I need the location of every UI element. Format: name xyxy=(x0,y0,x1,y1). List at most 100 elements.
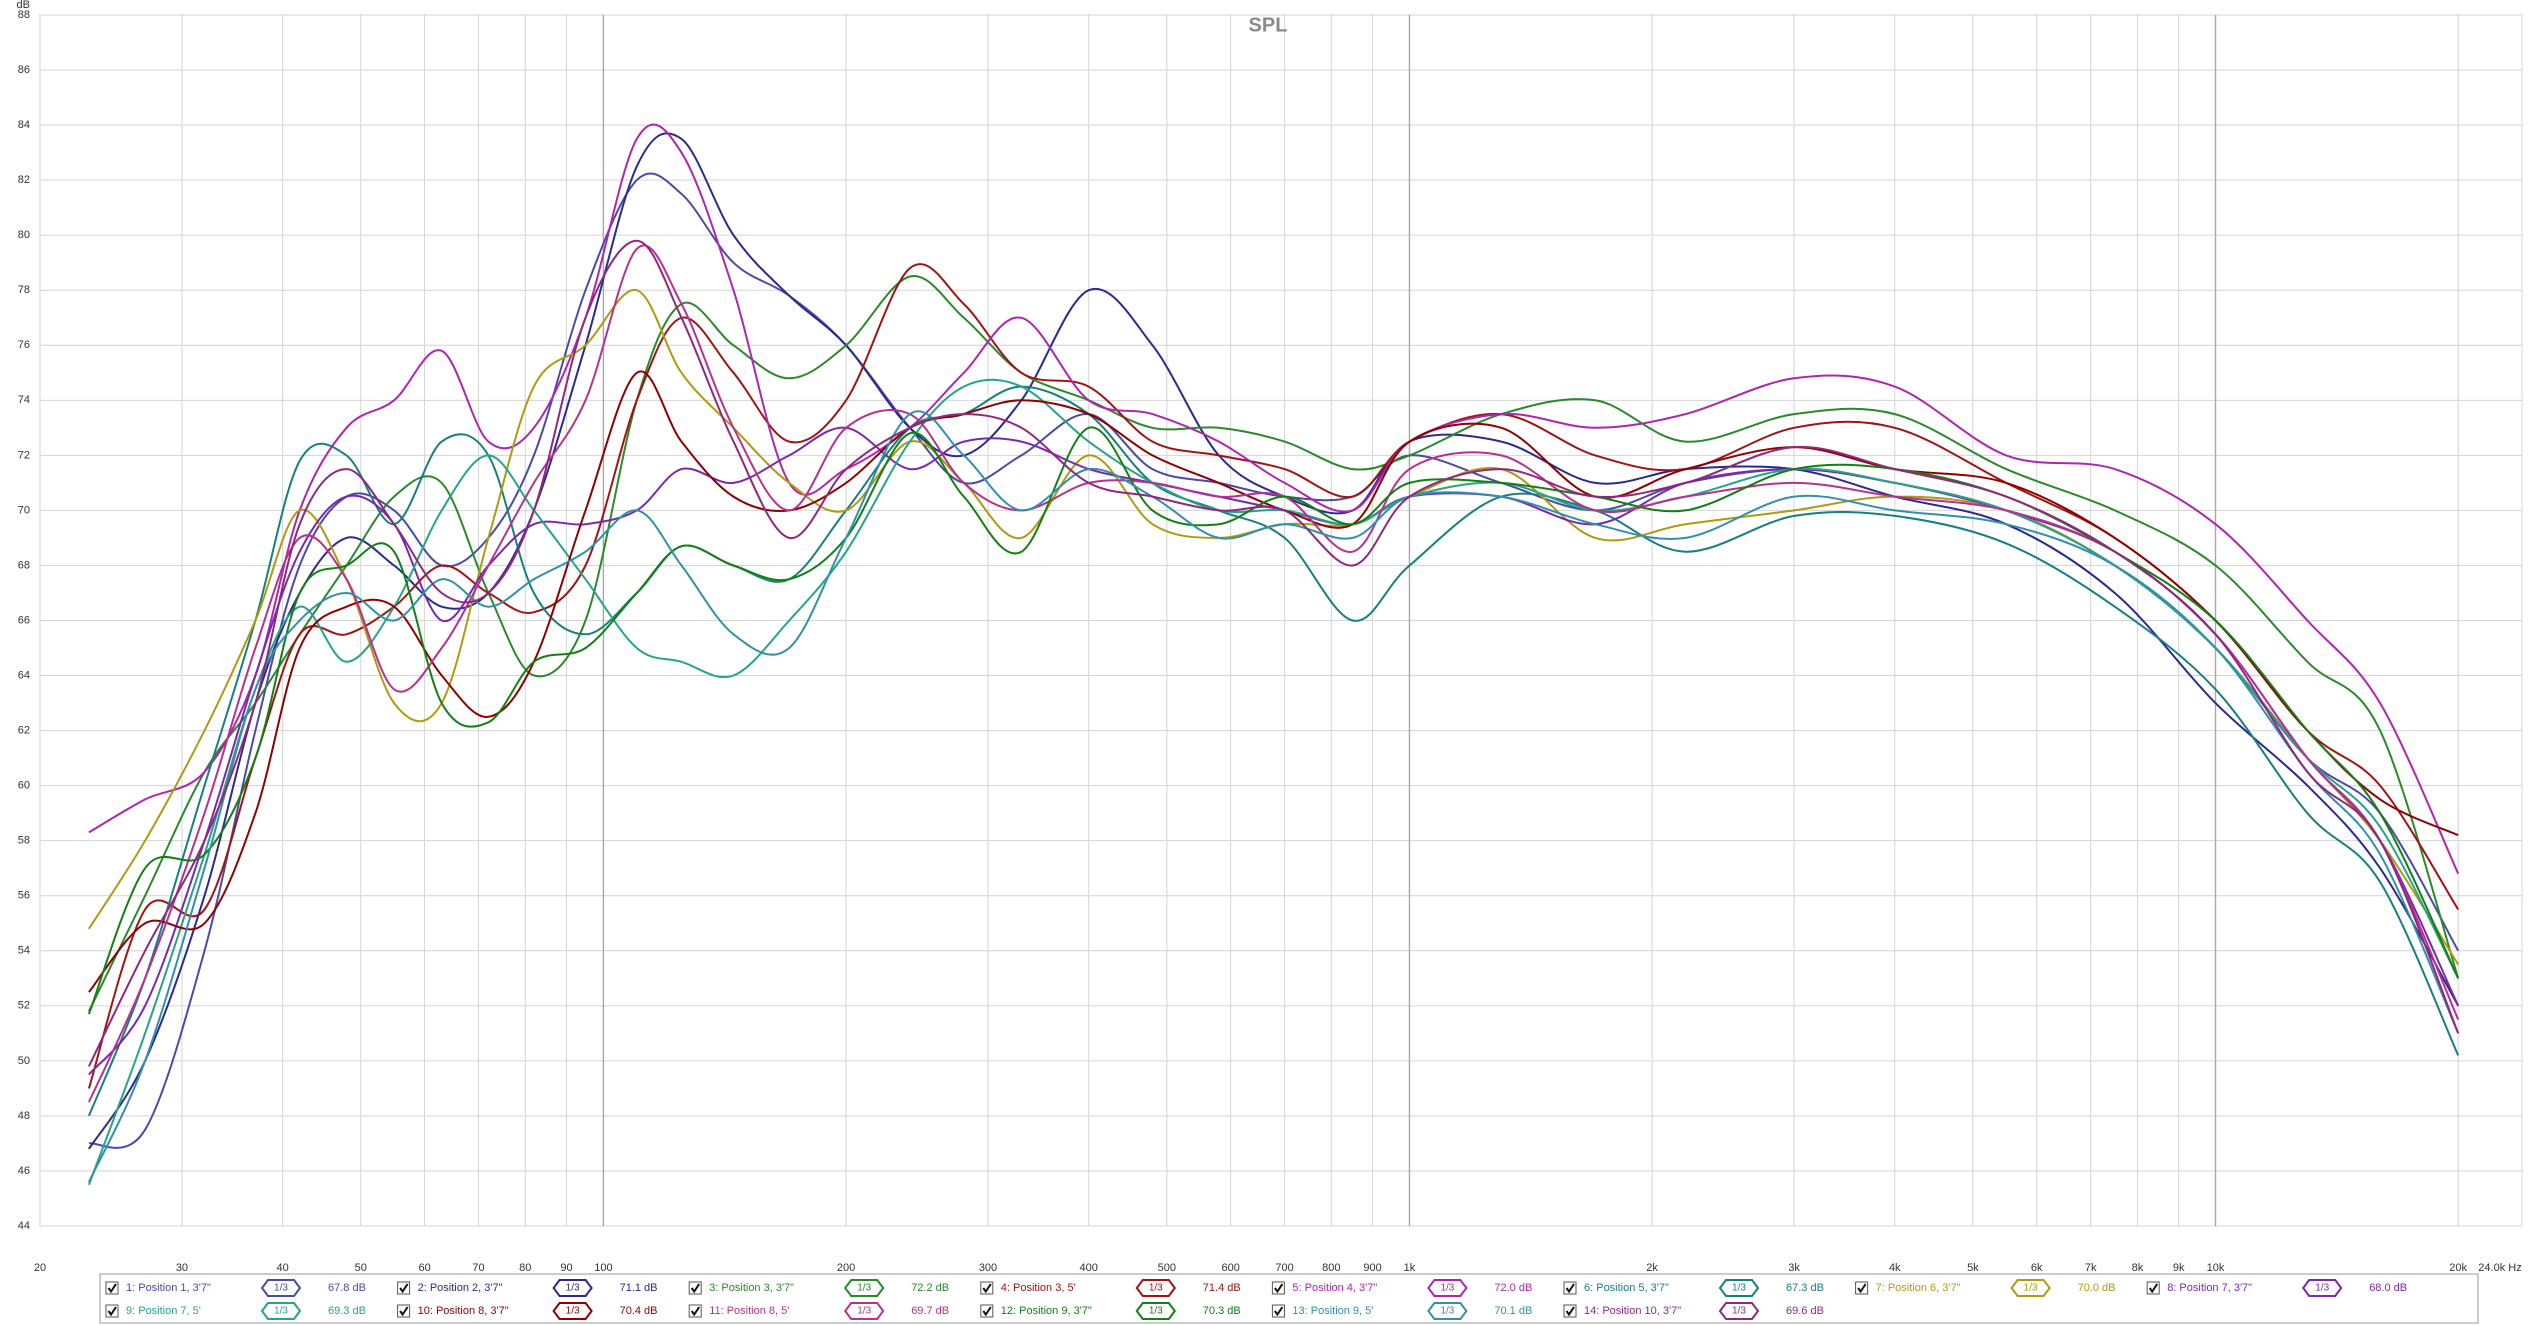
series-line xyxy=(88,123,2460,875)
smoothing-label[interactable]: 1/3 xyxy=(2024,1283,2038,1294)
smoothing-label[interactable]: 1/3 xyxy=(857,1283,871,1294)
smoothing-label[interactable]: 1/3 xyxy=(1440,1306,1454,1317)
checkbox-box[interactable] xyxy=(688,1281,702,1295)
legend-checkbox[interactable] xyxy=(1855,1281,1869,1295)
checkbox-box[interactable] xyxy=(397,1304,411,1318)
checkbox-box[interactable] xyxy=(397,1281,411,1295)
legend-checkbox[interactable] xyxy=(980,1281,994,1295)
checkbox-check[interactable] xyxy=(399,1306,409,1317)
y-tick-label: 76 xyxy=(18,339,30,351)
x-tick-label: 70 xyxy=(472,1262,484,1274)
legend-checkbox[interactable] xyxy=(1563,1281,1577,1295)
checkbox-check[interactable] xyxy=(1565,1283,1575,1294)
y-tick-label: 74 xyxy=(18,394,30,406)
x-tick-label: 20k xyxy=(2449,1262,2467,1274)
y-tick-label: 44 xyxy=(18,1220,30,1232)
checkbox-check[interactable] xyxy=(982,1306,992,1317)
smoothing-icon[interactable] xyxy=(1718,1279,1760,1297)
smoothing-label[interactable]: 1/3 xyxy=(1440,1283,1454,1294)
checkbox-box[interactable] xyxy=(980,1281,994,1295)
smoothing-icon[interactable] xyxy=(1427,1279,1468,1297)
checkbox-check[interactable] xyxy=(1857,1283,1867,1294)
legend-checkbox[interactable] xyxy=(1271,1281,1285,1295)
x-tick-label: 10k xyxy=(2207,1262,2225,1274)
checkbox-box[interactable] xyxy=(1271,1281,1285,1295)
legend-checkbox[interactable] xyxy=(397,1304,411,1318)
smoothing-icon[interactable] xyxy=(260,1302,302,1320)
checkbox-box[interactable] xyxy=(1563,1304,1577,1318)
smoothing-icon[interactable] xyxy=(552,1279,593,1297)
x-tick-label: 6k xyxy=(2031,1262,2043,1274)
legend-checkbox[interactable] xyxy=(688,1281,702,1295)
checkbox-check[interactable] xyxy=(690,1306,701,1317)
x-tick-label: 50 xyxy=(355,1262,367,1274)
checkbox-box[interactable] xyxy=(2146,1281,2160,1295)
smoothing-icon[interactable] xyxy=(552,1302,593,1320)
smoothing-icon[interactable] xyxy=(260,1279,302,1297)
checkbox-box[interactable] xyxy=(1855,1281,1869,1295)
checkbox-check[interactable] xyxy=(1565,1306,1575,1317)
smoothing-icon[interactable] xyxy=(1135,1302,1177,1320)
legend-checkbox[interactable] xyxy=(2146,1281,2160,1295)
smoothing-label[interactable]: 1/3 xyxy=(2315,1283,2329,1294)
x-tick-label: 8k xyxy=(2132,1262,2144,1274)
checkbox-box[interactable] xyxy=(105,1281,119,1295)
legend-checkbox[interactable] xyxy=(688,1304,702,1318)
legend-checkbox[interactable] xyxy=(1271,1304,1285,1318)
legend-level: 68.0 dB xyxy=(2369,1282,2407,1294)
series-line xyxy=(88,289,2460,966)
y-tick-label: 84 xyxy=(18,119,30,131)
checkbox-box[interactable] xyxy=(688,1304,702,1318)
smoothing-icon[interactable] xyxy=(843,1279,885,1297)
series-line xyxy=(88,132,2460,1150)
x-tick-label: 1k xyxy=(1404,1262,1416,1274)
legend-label: 1: Position 1, 3'7" xyxy=(126,1282,211,1294)
smoothing-icon[interactable] xyxy=(1135,1279,1177,1297)
smoothing-label[interactable]: 1/3 xyxy=(1149,1306,1163,1317)
chart-title: SPL xyxy=(1249,14,1288,36)
x-tick-label: 300 xyxy=(979,1262,997,1274)
smoothing-label[interactable]: 1/3 xyxy=(1149,1283,1163,1294)
smoothing-icon[interactable] xyxy=(2301,1279,2343,1297)
x-tick-label: 24.0k Hz xyxy=(2478,1262,2521,1274)
checkbox-check[interactable] xyxy=(107,1306,117,1317)
legend-checkbox[interactable] xyxy=(980,1304,994,1318)
series-line xyxy=(87,410,2460,1183)
checkbox-check[interactable] xyxy=(1274,1306,1284,1317)
checkbox-check[interactable] xyxy=(107,1283,117,1294)
smoothing-icon[interactable] xyxy=(1718,1302,1760,1320)
checkbox-box[interactable] xyxy=(1271,1304,1285,1318)
smoothing-label[interactable]: 1/3 xyxy=(274,1283,288,1294)
smoothing-icon[interactable] xyxy=(1427,1302,1468,1320)
smoothing-label[interactable]: 1/3 xyxy=(566,1306,580,1317)
y-tick-label: 80 xyxy=(18,229,30,241)
smoothing-icon[interactable] xyxy=(843,1302,885,1320)
smoothing-label[interactable]: 1/3 xyxy=(274,1306,288,1317)
smoothing-label[interactable]: 1/3 xyxy=(1732,1306,1746,1317)
checkbox-check[interactable] xyxy=(690,1283,701,1294)
legend-checkbox[interactable] xyxy=(105,1304,119,1318)
x-tick-label: 400 xyxy=(1080,1262,1098,1274)
y-tick-label: 54 xyxy=(18,945,30,957)
checkbox-box[interactable] xyxy=(105,1304,119,1318)
checkbox-box[interactable] xyxy=(1563,1281,1577,1295)
checkbox-check[interactable] xyxy=(982,1283,992,1294)
x-tick-label: 600 xyxy=(1221,1262,1239,1274)
smoothing-label[interactable]: 1/3 xyxy=(1732,1283,1746,1294)
smoothing-label[interactable]: 1/3 xyxy=(566,1283,580,1294)
smoothing-icon[interactable] xyxy=(2010,1279,2051,1297)
smoothing-label[interactable]: 1/3 xyxy=(857,1306,871,1317)
legend-level: 70.1 dB xyxy=(1494,1305,1532,1317)
legend-checkbox[interactable] xyxy=(397,1281,411,1295)
checkbox-check[interactable] xyxy=(399,1283,409,1294)
legend-checkbox[interactable] xyxy=(1563,1304,1577,1318)
checkbox-box[interactable] xyxy=(980,1304,994,1318)
legend-label: 4: Position 3, 5' xyxy=(1001,1282,1076,1294)
legend-box xyxy=(99,1273,2479,1324)
x-tick-label: 900 xyxy=(1363,1262,1381,1274)
legend-checkbox[interactable] xyxy=(105,1281,119,1295)
checkbox-check[interactable] xyxy=(2148,1283,2159,1294)
ticks: 44 46 48 50 52 54 56 58 60 62 64 66 68 70 72 74 76 78 80 82… xyxy=(18,9,2522,1274)
checkbox-check[interactable] xyxy=(1274,1283,1284,1294)
